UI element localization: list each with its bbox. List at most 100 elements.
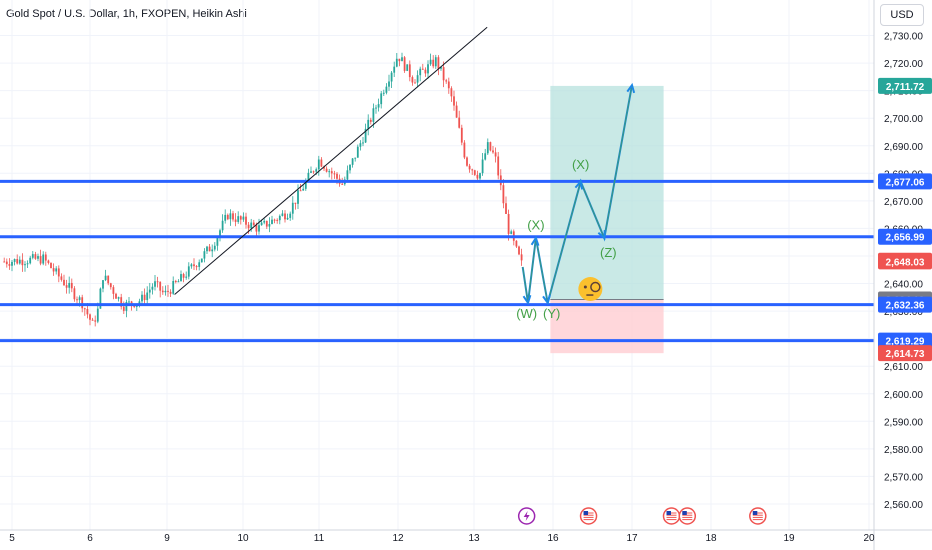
candle-body	[252, 222, 255, 226]
candle-body	[5, 261, 8, 265]
candle-body	[237, 216, 240, 222]
candle-body	[341, 183, 344, 185]
candle-body	[284, 213, 286, 220]
candle-body	[146, 292, 149, 301]
price-label: 2,648.03	[886, 257, 925, 268]
wave-arrowhead	[542, 294, 551, 306]
candle-body	[11, 261, 13, 266]
candle-body	[141, 294, 143, 302]
candle-body	[193, 264, 195, 267]
candle-body	[83, 308, 86, 310]
candle-body	[380, 93, 383, 105]
price-label: 2,656.99	[886, 233, 925, 244]
wave-arrowhead	[522, 294, 532, 306]
candle-body	[94, 320, 97, 322]
currency-button[interactable]: USD	[880, 4, 924, 26]
candle-body	[307, 172, 310, 181]
candle-body	[401, 57, 403, 62]
candle-body	[310, 171, 312, 173]
candle-body	[497, 156, 500, 176]
stop-zone[interactable]	[550, 299, 664, 354]
candle-body	[476, 174, 479, 179]
candle-body	[395, 58, 398, 67]
candle-body	[57, 268, 60, 277]
target-zone[interactable]	[550, 85, 664, 300]
candle-body	[203, 251, 206, 259]
candle-body	[502, 185, 505, 204]
candle-body	[96, 308, 99, 322]
candle-body	[317, 159, 320, 170]
candle-body	[107, 275, 110, 284]
candle-body	[226, 214, 229, 220]
candle-body	[424, 69, 427, 74]
candle-body	[242, 216, 245, 220]
candle-body	[109, 283, 112, 288]
price-label-box	[878, 253, 932, 270]
candle-body	[460, 127, 463, 143]
time-tick-label: 20	[863, 533, 875, 544]
time-tick-label: 17	[626, 533, 638, 544]
candle-body	[52, 268, 55, 272]
us-flag-icon[interactable]	[579, 507, 598, 525]
wave-projection[interactable]: (W) (X) (Y) (X) (Z)	[516, 82, 636, 321]
price-tick-label: 2,670.00	[884, 197, 923, 208]
candle-body	[507, 214, 510, 234]
candle-body	[414, 82, 416, 84]
us-flag-icon[interactable]	[662, 507, 681, 525]
price-label-box	[878, 228, 932, 245]
us-flag-icon[interactable]	[749, 507, 767, 525]
candle-body	[21, 259, 24, 266]
candle-body	[174, 280, 177, 283]
risk-reward-zones[interactable]	[550, 85, 664, 354]
candle-body	[362, 142, 364, 144]
candle-body	[86, 309, 89, 315]
candle-body	[437, 57, 440, 69]
candle-body	[200, 258, 203, 263]
candle-body	[276, 219, 279, 221]
trendline[interactable]	[174, 26, 488, 295]
candle-body	[42, 254, 45, 264]
candle-body	[156, 281, 159, 283]
candle-body	[68, 282, 71, 288]
candle-body	[164, 290, 167, 293]
price-tick-label: 2,610.00	[884, 362, 923, 373]
candle-body	[122, 306, 125, 311]
trendline-layer[interactable]	[174, 26, 488, 295]
candle-body	[47, 260, 50, 263]
candle-body	[265, 220, 268, 227]
us-flag-icon[interactable]	[678, 507, 697, 525]
candle-body	[375, 107, 377, 109]
time-axis: 5 6 9 10 11 12 13 16 17 18 19 20	[0, 529, 932, 544]
candle-body	[419, 68, 422, 76]
candle-body	[442, 67, 445, 81]
event-markers[interactable]	[517, 507, 767, 525]
candle-body	[148, 289, 151, 293]
price-label: 2,632.36	[886, 301, 925, 312]
candle-body	[408, 64, 411, 78]
price-label-box	[878, 77, 932, 94]
candle-body	[208, 246, 211, 252]
candle-body	[349, 164, 351, 171]
candle-body	[44, 254, 47, 261]
horizontal-levels[interactable]	[0, 179, 874, 343]
price-label: 2,614.73	[886, 349, 925, 360]
candle-body	[115, 293, 117, 299]
candle-body	[177, 281, 180, 283]
candle-body	[494, 152, 497, 157]
candle-body	[224, 214, 227, 221]
time-tick-label: 5	[9, 533, 15, 544]
candle-body	[356, 146, 359, 158]
time-tick-label: 18	[705, 533, 717, 544]
candle-body	[128, 301, 130, 303]
candle-body	[112, 287, 115, 294]
candle-body	[330, 171, 333, 174]
candle-body	[216, 237, 219, 246]
candle-body	[411, 77, 414, 83]
price-tick-label: 2,630.00	[884, 307, 923, 318]
price-tick-label: 2,590.00	[884, 417, 923, 428]
candle-body	[325, 168, 328, 172]
candle-body	[117, 297, 120, 299]
candle-body	[328, 171, 331, 173]
candle-body	[333, 173, 336, 175]
